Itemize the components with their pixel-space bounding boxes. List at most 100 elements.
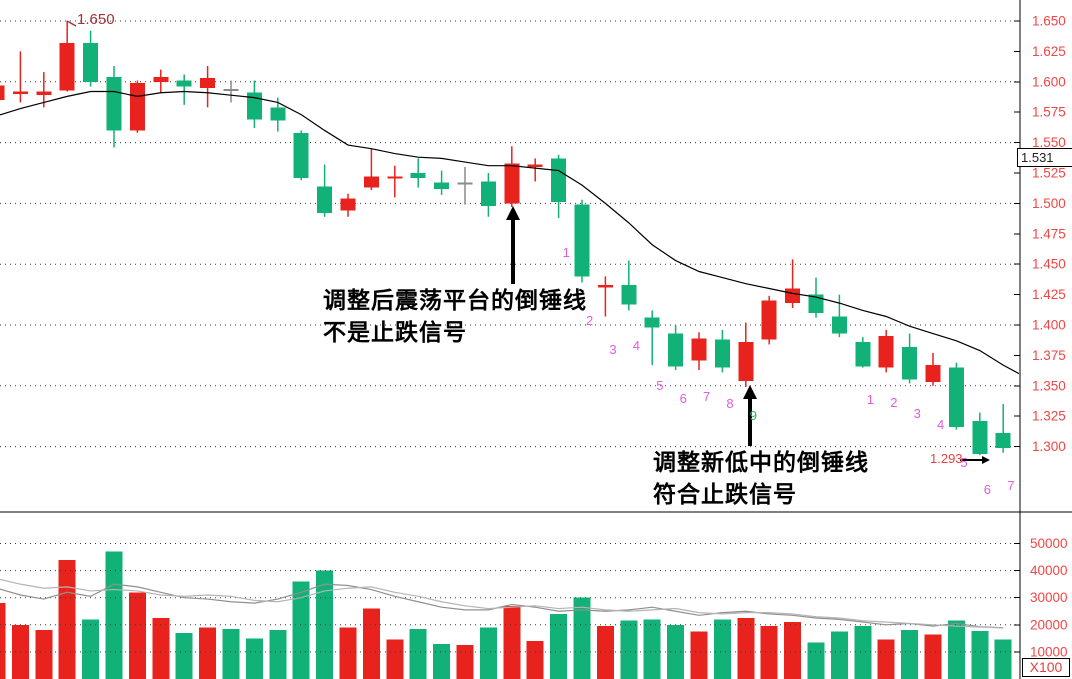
td-count-number: 5: [656, 378, 663, 393]
high-label-leader: [66, 20, 77, 27]
td-count-number: 2: [890, 395, 897, 410]
volume-bar: [479, 627, 497, 679]
volume-bar: [830, 631, 848, 679]
candle-body: [527, 164, 543, 167]
volume-bar: [994, 639, 1012, 679]
volume-bar: [526, 641, 544, 679]
td-count-number: 6: [680, 391, 687, 406]
volume-bar: [877, 639, 895, 679]
candle-body: [714, 339, 730, 368]
price-axis-label: 1.525: [1032, 166, 1066, 181]
td-count-number: 3: [609, 342, 616, 357]
price-axis-label: 1.300: [1032, 439, 1066, 454]
candle-body: [785, 288, 801, 304]
td-count-number: 3: [914, 406, 921, 421]
volume-bar: [105, 551, 123, 679]
candle-body: [340, 198, 356, 211]
low-label-arrowhead: [982, 456, 990, 464]
candle-body: [83, 42, 99, 82]
candle-body: [972, 421, 988, 454]
volume-bar: [409, 628, 427, 679]
candle-body: [738, 342, 754, 381]
price-axis-label: 1.475: [1032, 226, 1066, 241]
annotation-text-line: 调整新低中的倒锤线: [653, 449, 869, 475]
volume-bar: [175, 632, 193, 679]
candle-body: [153, 76, 169, 82]
candle-body: [434, 182, 450, 189]
price-axis-label: 1.550: [1032, 135, 1066, 150]
volume-axis-label: 20000: [1030, 617, 1068, 632]
candle-body: [597, 284, 613, 288]
candle-body: [59, 42, 75, 91]
volume-bar: [433, 643, 451, 679]
td-count-number: 2: [586, 313, 593, 328]
price-axis-label: 1.375: [1032, 348, 1066, 363]
volume-bar: [386, 639, 404, 679]
volume-bar: [269, 630, 287, 679]
volume-bar: [128, 592, 146, 679]
volume-bar: [596, 626, 614, 679]
volume-axis-label: 10000: [1030, 644, 1068, 659]
candle-body: [246, 92, 262, 120]
annotation-text-line: 符合止跌信号: [653, 481, 797, 507]
volume-bar: [222, 628, 240, 679]
candle-body: [223, 89, 239, 92]
candle-body: [691, 338, 707, 361]
volume-bar: [807, 642, 825, 679]
volume-bar: [58, 559, 76, 679]
candle-body: [504, 163, 520, 204]
td-count-number: 1: [867, 392, 874, 407]
price-axis-label: 1.350: [1032, 378, 1066, 393]
volume-bar: [245, 638, 263, 679]
candle-body: [761, 300, 777, 340]
volume-unit-box: X100: [1022, 658, 1070, 677]
price-axis-label: 1.500: [1032, 196, 1066, 211]
annotation-text-line: 调整后震荡平台的倒锤线: [323, 287, 587, 313]
candle-body: [902, 346, 918, 380]
candle-body: [644, 317, 660, 328]
price-axis-label: 1.625: [1032, 44, 1066, 59]
volume-bar: [199, 627, 217, 679]
volume-axis-label: 50000: [1030, 536, 1068, 551]
td-count-number: 7: [1007, 478, 1014, 493]
price-axis-label: 1.650: [1032, 14, 1066, 29]
volume-ma-line: [0, 578, 1004, 629]
volume-bar: [901, 630, 919, 679]
price-axis-label: 1.325: [1032, 409, 1066, 424]
price-axis-label: 1.600: [1032, 74, 1066, 89]
candle-body: [293, 132, 309, 178]
volume-bar: [620, 620, 638, 679]
candle-body: [36, 91, 52, 96]
candle-body: [855, 342, 871, 367]
td-count-number: 6: [984, 482, 991, 497]
volume-bar: [737, 618, 755, 679]
candle-body: [176, 80, 192, 87]
td-count-number: 7: [703, 389, 710, 404]
volume-bar: [784, 622, 802, 679]
candle-body: [410, 173, 426, 178]
volume-bar: [292, 581, 310, 679]
annotation-text-line: 不是止跌信号: [323, 319, 467, 345]
candle-body: [270, 107, 286, 121]
volume-bar: [947, 620, 965, 679]
volume-ma-line: [0, 583, 1004, 629]
price-axis-label: 1.400: [1032, 318, 1066, 333]
annotation-arrowhead: [743, 385, 757, 399]
current-price-box: 1.531: [1017, 148, 1072, 167]
high-price-label: 1.650: [77, 11, 115, 28]
volume-bar: [503, 605, 521, 679]
volume-axis-label: 40000: [1030, 563, 1068, 578]
candle-body: [0, 85, 5, 101]
volume-bar: [760, 626, 778, 679]
candle-body: [878, 335, 894, 368]
candle-body: [363, 176, 379, 188]
candle-body: [317, 186, 333, 214]
td-count-number: 5: [960, 455, 967, 470]
candle-body: [551, 158, 567, 203]
volume-bar: [924, 634, 942, 679]
volume-bar: [456, 645, 474, 679]
volume-bar: [971, 630, 989, 679]
volume-bar: [713, 619, 731, 679]
